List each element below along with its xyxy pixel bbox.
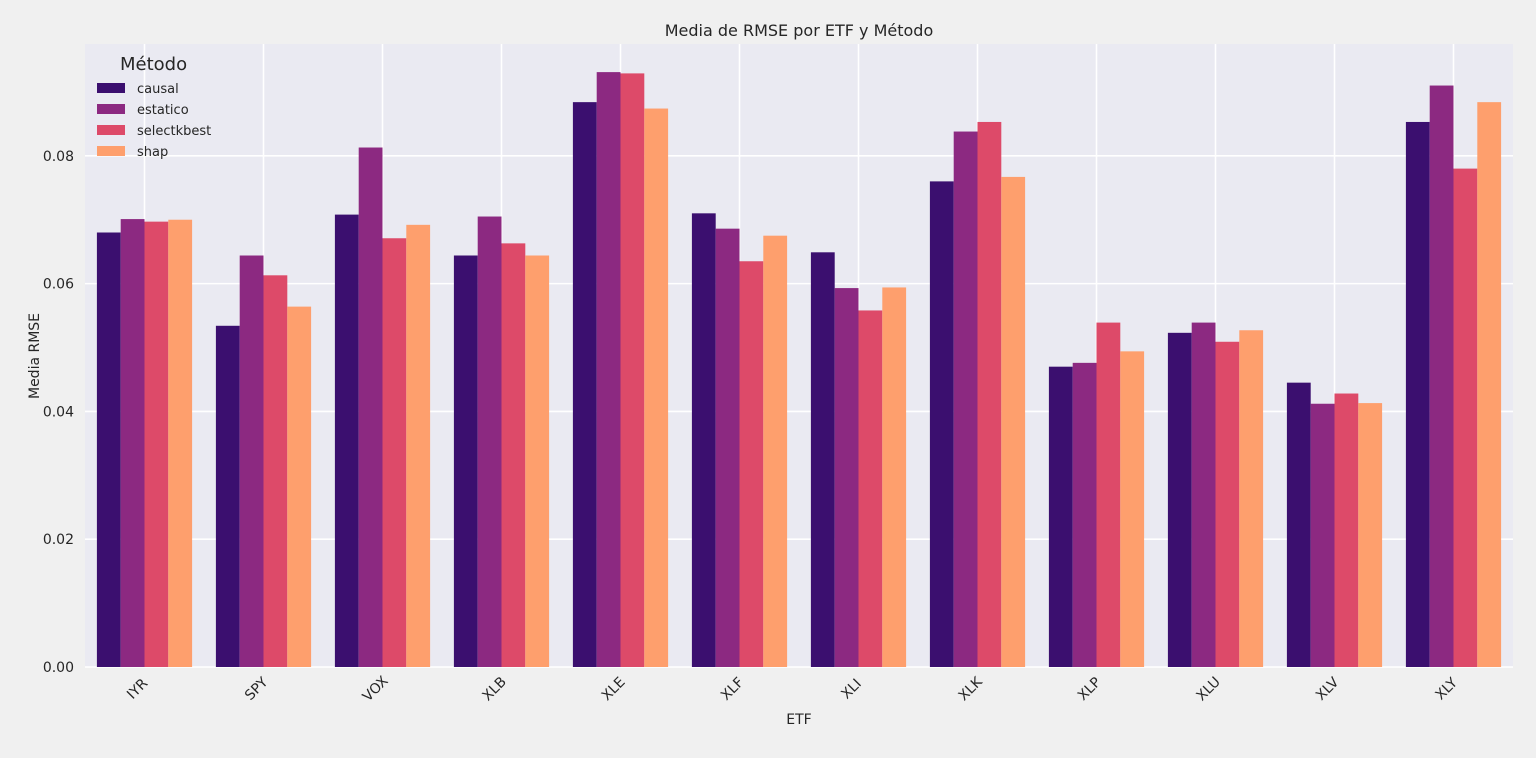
bar-causal-IYR [96, 232, 121, 667]
bar-estatico-XLV [1310, 403, 1335, 667]
bar-estatico-XLP [1072, 362, 1097, 667]
bar-selectkbest-VOX [382, 238, 407, 667]
bar-shap-SPY [287, 306, 312, 667]
y-tick-label: 0.00 [43, 660, 74, 676]
bar-selectkbest-XLP [1096, 322, 1121, 667]
bar-shap-XLV [1358, 403, 1383, 667]
y-tick-label: 0.06 [43, 277, 74, 293]
plot-area [85, 44, 1513, 667]
legend-label-causal: causal [137, 82, 179, 97]
bar-causal-XLI [810, 252, 835, 667]
bar-selectkbest-IYR [144, 221, 169, 667]
bar-estatico-IYR [120, 219, 145, 667]
bar-causal-XLE [572, 102, 597, 667]
bar-estatico-VOX [358, 147, 383, 667]
bar-estatico-XLY [1429, 85, 1454, 668]
bar-selectkbest-XLK [977, 121, 1002, 667]
legend-label-estatico: estatico [137, 103, 189, 118]
bar-causal-XLB [453, 255, 478, 667]
bar-shap-XLI [882, 287, 907, 667]
bar-selectkbest-XLV [1334, 393, 1359, 667]
bars [96, 72, 1502, 668]
legend-swatch-shap [97, 146, 125, 156]
bar-shap-XLF [763, 235, 788, 667]
legend-swatch-estatico [97, 104, 125, 114]
chart-title: Media de RMSE por ETF y Método [665, 21, 934, 40]
legend-label-selectkbest: selectkbest [137, 124, 211, 139]
bar-estatico-XLF [715, 228, 740, 668]
bar-causal-VOX [334, 214, 359, 668]
bar-selectkbest-XLB [501, 243, 526, 668]
bar-estatico-XLE [596, 72, 621, 667]
bar-selectkbest-XLF [739, 261, 764, 667]
y-tick-label: 0.04 [43, 404, 74, 420]
bar-shap-XLP [1120, 351, 1145, 667]
bar-selectkbest-SPY [263, 275, 288, 667]
bar-selectkbest-XLE [620, 73, 645, 667]
bar-selectkbest-XLI [858, 310, 883, 667]
bar-causal-SPY [215, 325, 240, 667]
bar-selectkbest-XLU [1215, 341, 1240, 667]
legend: Método causal estatico selectkbest shap [97, 54, 211, 160]
y-axis-ticks: 0.00 0.02 0.04 0.06 0.08 [43, 149, 74, 676]
bar-causal-XLK [929, 181, 954, 667]
legend-swatch-selectkbest [97, 125, 125, 135]
bar-estatico-XLK [953, 131, 978, 667]
bar-shap-VOX [406, 224, 431, 667]
legend-label-shap: shap [137, 145, 168, 160]
bar-causal-XLV [1286, 382, 1311, 667]
legend-title: Método [120, 54, 187, 75]
x-axis-label: ETF [786, 712, 811, 728]
y-tick-label: 0.08 [43, 149, 74, 165]
bar-shap-XLY [1477, 102, 1502, 667]
bar-shap-XLK [1001, 176, 1026, 667]
bar-estatico-XLU [1191, 322, 1216, 667]
y-tick-label: 0.02 [43, 532, 74, 548]
legend-swatch-causal [97, 83, 125, 93]
bar-shap-XLB [525, 255, 550, 667]
bar-estatico-XLI [834, 288, 859, 667]
bar-shap-IYR [168, 219, 193, 667]
bar-estatico-XLB [477, 216, 502, 667]
bar-shap-XLU [1239, 330, 1264, 667]
bar-causal-XLY [1405, 121, 1430, 667]
bar-causal-XLP [1048, 366, 1073, 667]
bar-causal-XLU [1167, 332, 1192, 667]
bar-causal-XLF [691, 213, 716, 668]
bar-estatico-SPY [239, 255, 264, 667]
bar-selectkbest-XLY [1453, 168, 1478, 667]
y-axis-label: Media RMSE [27, 313, 43, 399]
bar-shap-XLE [644, 108, 669, 668]
